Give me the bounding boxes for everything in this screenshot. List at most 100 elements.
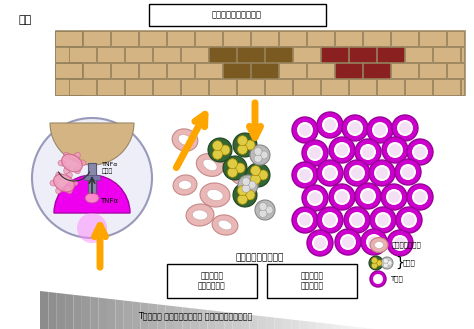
Ellipse shape: [66, 172, 72, 180]
Ellipse shape: [173, 175, 197, 195]
Circle shape: [322, 117, 338, 133]
Bar: [70, 47, 97, 62]
Circle shape: [361, 229, 387, 255]
Circle shape: [400, 164, 416, 180]
Circle shape: [355, 183, 381, 209]
Circle shape: [381, 257, 393, 269]
Bar: [252, 63, 279, 78]
Bar: [210, 79, 237, 94]
Polygon shape: [350, 326, 358, 329]
Circle shape: [407, 184, 433, 210]
Bar: [154, 47, 181, 62]
Bar: [377, 79, 404, 94]
Circle shape: [374, 165, 390, 181]
Circle shape: [235, 163, 245, 173]
Text: 主体となる炎症形態: 主体となる炎症形態: [236, 254, 284, 263]
FancyBboxPatch shape: [267, 264, 357, 298]
Circle shape: [403, 214, 415, 226]
Bar: [280, 31, 307, 46]
Polygon shape: [191, 308, 199, 329]
Circle shape: [368, 236, 380, 248]
Bar: [392, 31, 419, 46]
Circle shape: [351, 167, 363, 179]
Bar: [293, 47, 320, 62]
Ellipse shape: [218, 220, 232, 230]
Circle shape: [389, 144, 401, 156]
Polygon shape: [73, 295, 82, 329]
Circle shape: [77, 213, 107, 243]
Circle shape: [349, 212, 365, 228]
Bar: [308, 63, 335, 78]
Polygon shape: [107, 299, 115, 329]
FancyArrowPatch shape: [94, 226, 106, 267]
Ellipse shape: [229, 165, 251, 185]
Circle shape: [396, 207, 422, 233]
Circle shape: [302, 140, 328, 166]
Circle shape: [312, 235, 328, 251]
Circle shape: [402, 166, 414, 178]
Polygon shape: [216, 311, 224, 329]
Polygon shape: [316, 322, 325, 329]
Bar: [377, 47, 404, 62]
Text: 自己炎症型
（非典型的）: 自己炎症型 （非典型的）: [198, 271, 226, 291]
Circle shape: [329, 137, 355, 163]
Polygon shape: [140, 302, 149, 329]
Bar: [224, 31, 250, 46]
Circle shape: [259, 203, 267, 211]
Circle shape: [407, 139, 433, 165]
Polygon shape: [333, 324, 341, 329]
Circle shape: [414, 146, 426, 158]
Polygon shape: [132, 301, 140, 329]
Polygon shape: [300, 320, 308, 329]
Wedge shape: [50, 123, 134, 165]
Circle shape: [372, 257, 377, 264]
Circle shape: [395, 159, 421, 185]
Bar: [126, 47, 153, 62]
Circle shape: [342, 236, 354, 248]
Circle shape: [220, 145, 230, 155]
Polygon shape: [149, 303, 157, 329]
Circle shape: [237, 194, 247, 204]
Ellipse shape: [172, 129, 198, 151]
Circle shape: [392, 115, 418, 141]
Circle shape: [370, 271, 386, 287]
Circle shape: [334, 142, 350, 158]
Circle shape: [336, 144, 348, 156]
Circle shape: [299, 169, 311, 181]
Ellipse shape: [78, 160, 86, 166]
Circle shape: [387, 261, 392, 266]
Polygon shape: [224, 312, 233, 329]
Bar: [55, 63, 82, 78]
Circle shape: [299, 214, 311, 226]
Circle shape: [322, 212, 338, 228]
Ellipse shape: [56, 172, 62, 180]
Ellipse shape: [235, 170, 246, 180]
Polygon shape: [291, 319, 300, 329]
Ellipse shape: [62, 154, 82, 172]
Circle shape: [297, 122, 313, 138]
Circle shape: [237, 144, 247, 154]
Text: T細脹免疫 バランスの前駅（ 自己免疫疾患の発症）: T細脹免疫 バランスの前駅（ 自己免疫疾患の発症）: [138, 312, 252, 320]
Circle shape: [322, 165, 338, 181]
Circle shape: [317, 160, 343, 186]
Circle shape: [382, 137, 408, 163]
Bar: [70, 79, 97, 94]
Polygon shape: [99, 298, 107, 329]
Circle shape: [360, 188, 376, 204]
Text: 自己免疫型
（典型的）: 自己免疫型 （典型的）: [301, 271, 324, 291]
Circle shape: [372, 263, 377, 268]
Ellipse shape: [200, 183, 230, 207]
Bar: [98, 47, 125, 62]
Bar: [462, 79, 465, 94]
Bar: [237, 79, 264, 94]
Ellipse shape: [50, 180, 58, 186]
Bar: [293, 79, 320, 94]
Circle shape: [397, 120, 413, 136]
Bar: [111, 31, 138, 46]
Circle shape: [302, 185, 328, 211]
Bar: [364, 31, 391, 46]
Circle shape: [340, 234, 356, 250]
Ellipse shape: [66, 186, 72, 194]
Circle shape: [376, 167, 388, 179]
Bar: [111, 63, 138, 78]
